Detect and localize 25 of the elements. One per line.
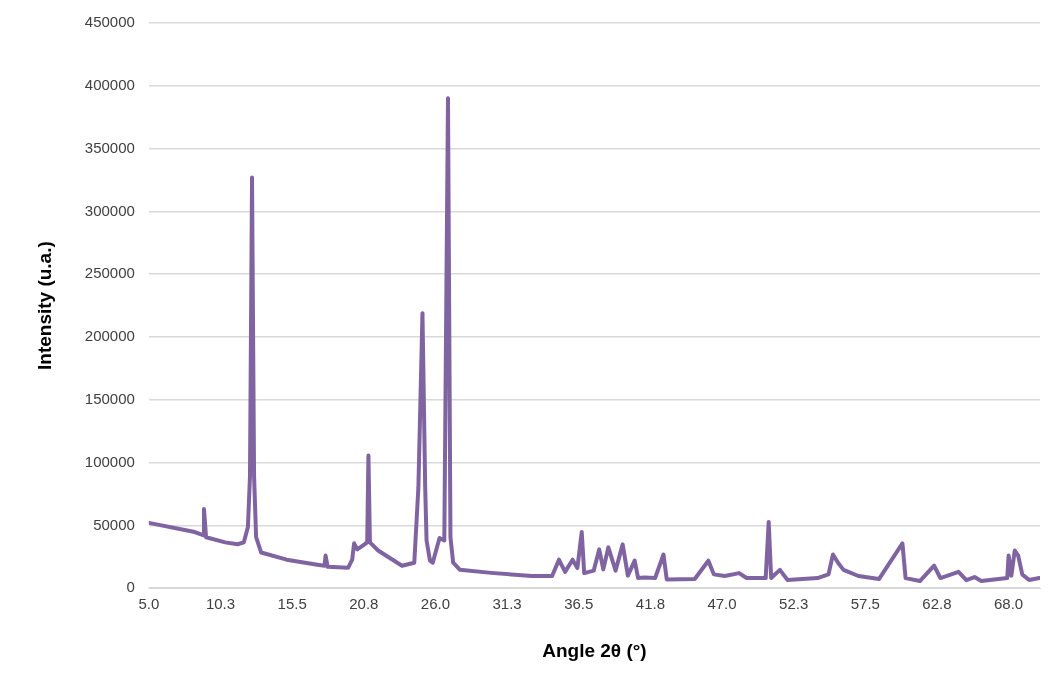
x-tick-label: 47.0	[707, 595, 737, 613]
y-tick-label: 200000	[84, 327, 135, 345]
x-tick-label: 62.8	[922, 595, 952, 613]
y-tick-label: 0	[126, 578, 135, 596]
x-tick-label: 57.5	[850, 595, 880, 613]
x-tick-label: 5.0	[138, 595, 160, 613]
y-tick-label: 150000	[84, 389, 135, 407]
x-tick-label: 31.3	[492, 595, 522, 613]
y-tick-label: 250000	[84, 264, 135, 282]
x-axis-title: Angle 2θ (°)	[542, 639, 647, 661]
y-axis-title: Intensity (u.a.)	[33, 241, 55, 370]
x-tick-label: 26.0	[420, 595, 451, 613]
y-tick-label: 50000	[93, 515, 135, 533]
y-tick-label: 350000	[84, 138, 135, 156]
x-tick-label: 41.8	[635, 595, 665, 613]
x-tick-label: 36.5	[564, 595, 594, 613]
y-tick-label: 100000	[84, 452, 135, 470]
y-tick-label: 400000	[84, 75, 135, 93]
y-tick-label: 300000	[84, 201, 135, 219]
x-tick-label: 52.3	[779, 595, 809, 613]
x-tick-label: 68.0	[994, 595, 1024, 613]
x-tick-label: 20.8	[349, 595, 379, 613]
y-tick-label: 450000	[84, 13, 135, 31]
x-tick-label: 15.5	[277, 595, 307, 613]
x-tick-label: 10.3	[205, 595, 236, 613]
